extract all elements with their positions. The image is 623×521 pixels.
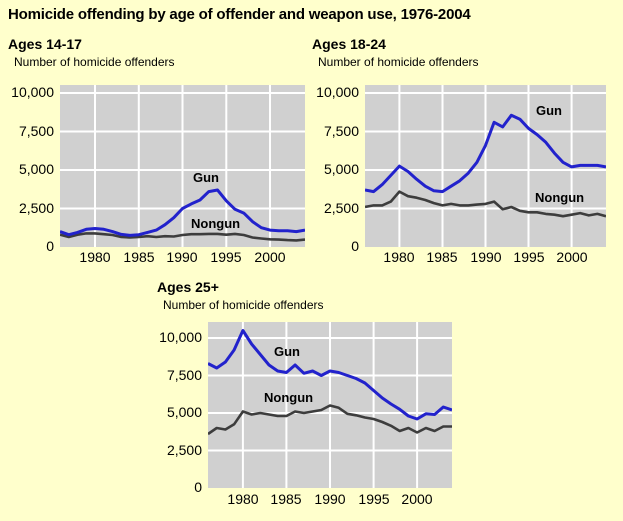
y-tick-label: 5,000 [18,161,54,177]
y-tick-label: 10,000 [159,329,202,345]
x-tick-label: 1985 [426,249,458,265]
x-tick-label: 1990 [166,249,198,265]
y-tick-label: 5,000 [323,161,359,177]
gun-series-label: Gun [536,103,562,118]
y-tick-label: 0 [46,238,54,254]
y-axis-title: Number of homicide offenders [318,55,479,69]
panel-title: Ages 25+ [157,279,219,295]
x-tick-label: 2000 [254,249,286,265]
nongun-line [208,404,452,436]
nongun-series-label: Nongun [191,216,241,231]
panel-title: Ages 18-24 [312,36,386,52]
y-tick-label: 7,500 [323,123,359,139]
y-axis-title: Number of homicide offenders [163,298,324,312]
nongun-series-label: Nongun [535,190,585,205]
y-axis-title: Number of homicide offenders [14,55,175,69]
gun-line [208,329,452,421]
y-tick-label: 7,500 [166,367,202,383]
x-tick-label: 2000 [556,249,588,265]
plot-area-ages-14-17 [60,85,305,247]
nongun-line [60,232,305,242]
page-title: Homicide offending by age of offender an… [8,6,471,23]
x-tick-label: 1980 [79,249,111,265]
y-tick-label: 7,500 [18,123,54,139]
gun-series-label: Gun [274,344,300,359]
y-tick-label: 2,500 [18,200,54,216]
gun-line [60,188,305,237]
y-tick-label: 10,000 [11,84,54,100]
plot-area-ages-18-24 [365,85,606,247]
x-tick-label: 1990 [314,491,346,507]
gun-series-label: Gun [193,170,219,185]
x-tick-label: 1980 [227,491,259,507]
panel-title: Ages 14-17 [8,36,82,52]
x-tick-label: 1995 [210,249,242,265]
y-tick-label: 0 [351,238,359,254]
x-tick-label: 1995 [513,249,545,265]
y-tick-label: 2,500 [166,442,202,458]
x-tick-label: 1990 [470,249,502,265]
y-tick-label: 2,500 [323,200,359,216]
nongun-line [365,190,606,218]
y-tick-label: 0 [194,479,202,495]
x-tick-label: 1980 [383,249,415,265]
y-tick-label: 10,000 [316,84,359,100]
x-tick-label: 1995 [358,491,390,507]
gun-line [365,113,606,194]
x-tick-label: 1985 [123,249,155,265]
y-tick-label: 5,000 [166,404,202,420]
x-tick-label: 2000 [401,491,433,507]
nongun-series-label: Nongun [264,390,314,405]
plot-area-ages-25-plus [208,322,452,488]
x-tick-label: 1985 [270,491,302,507]
